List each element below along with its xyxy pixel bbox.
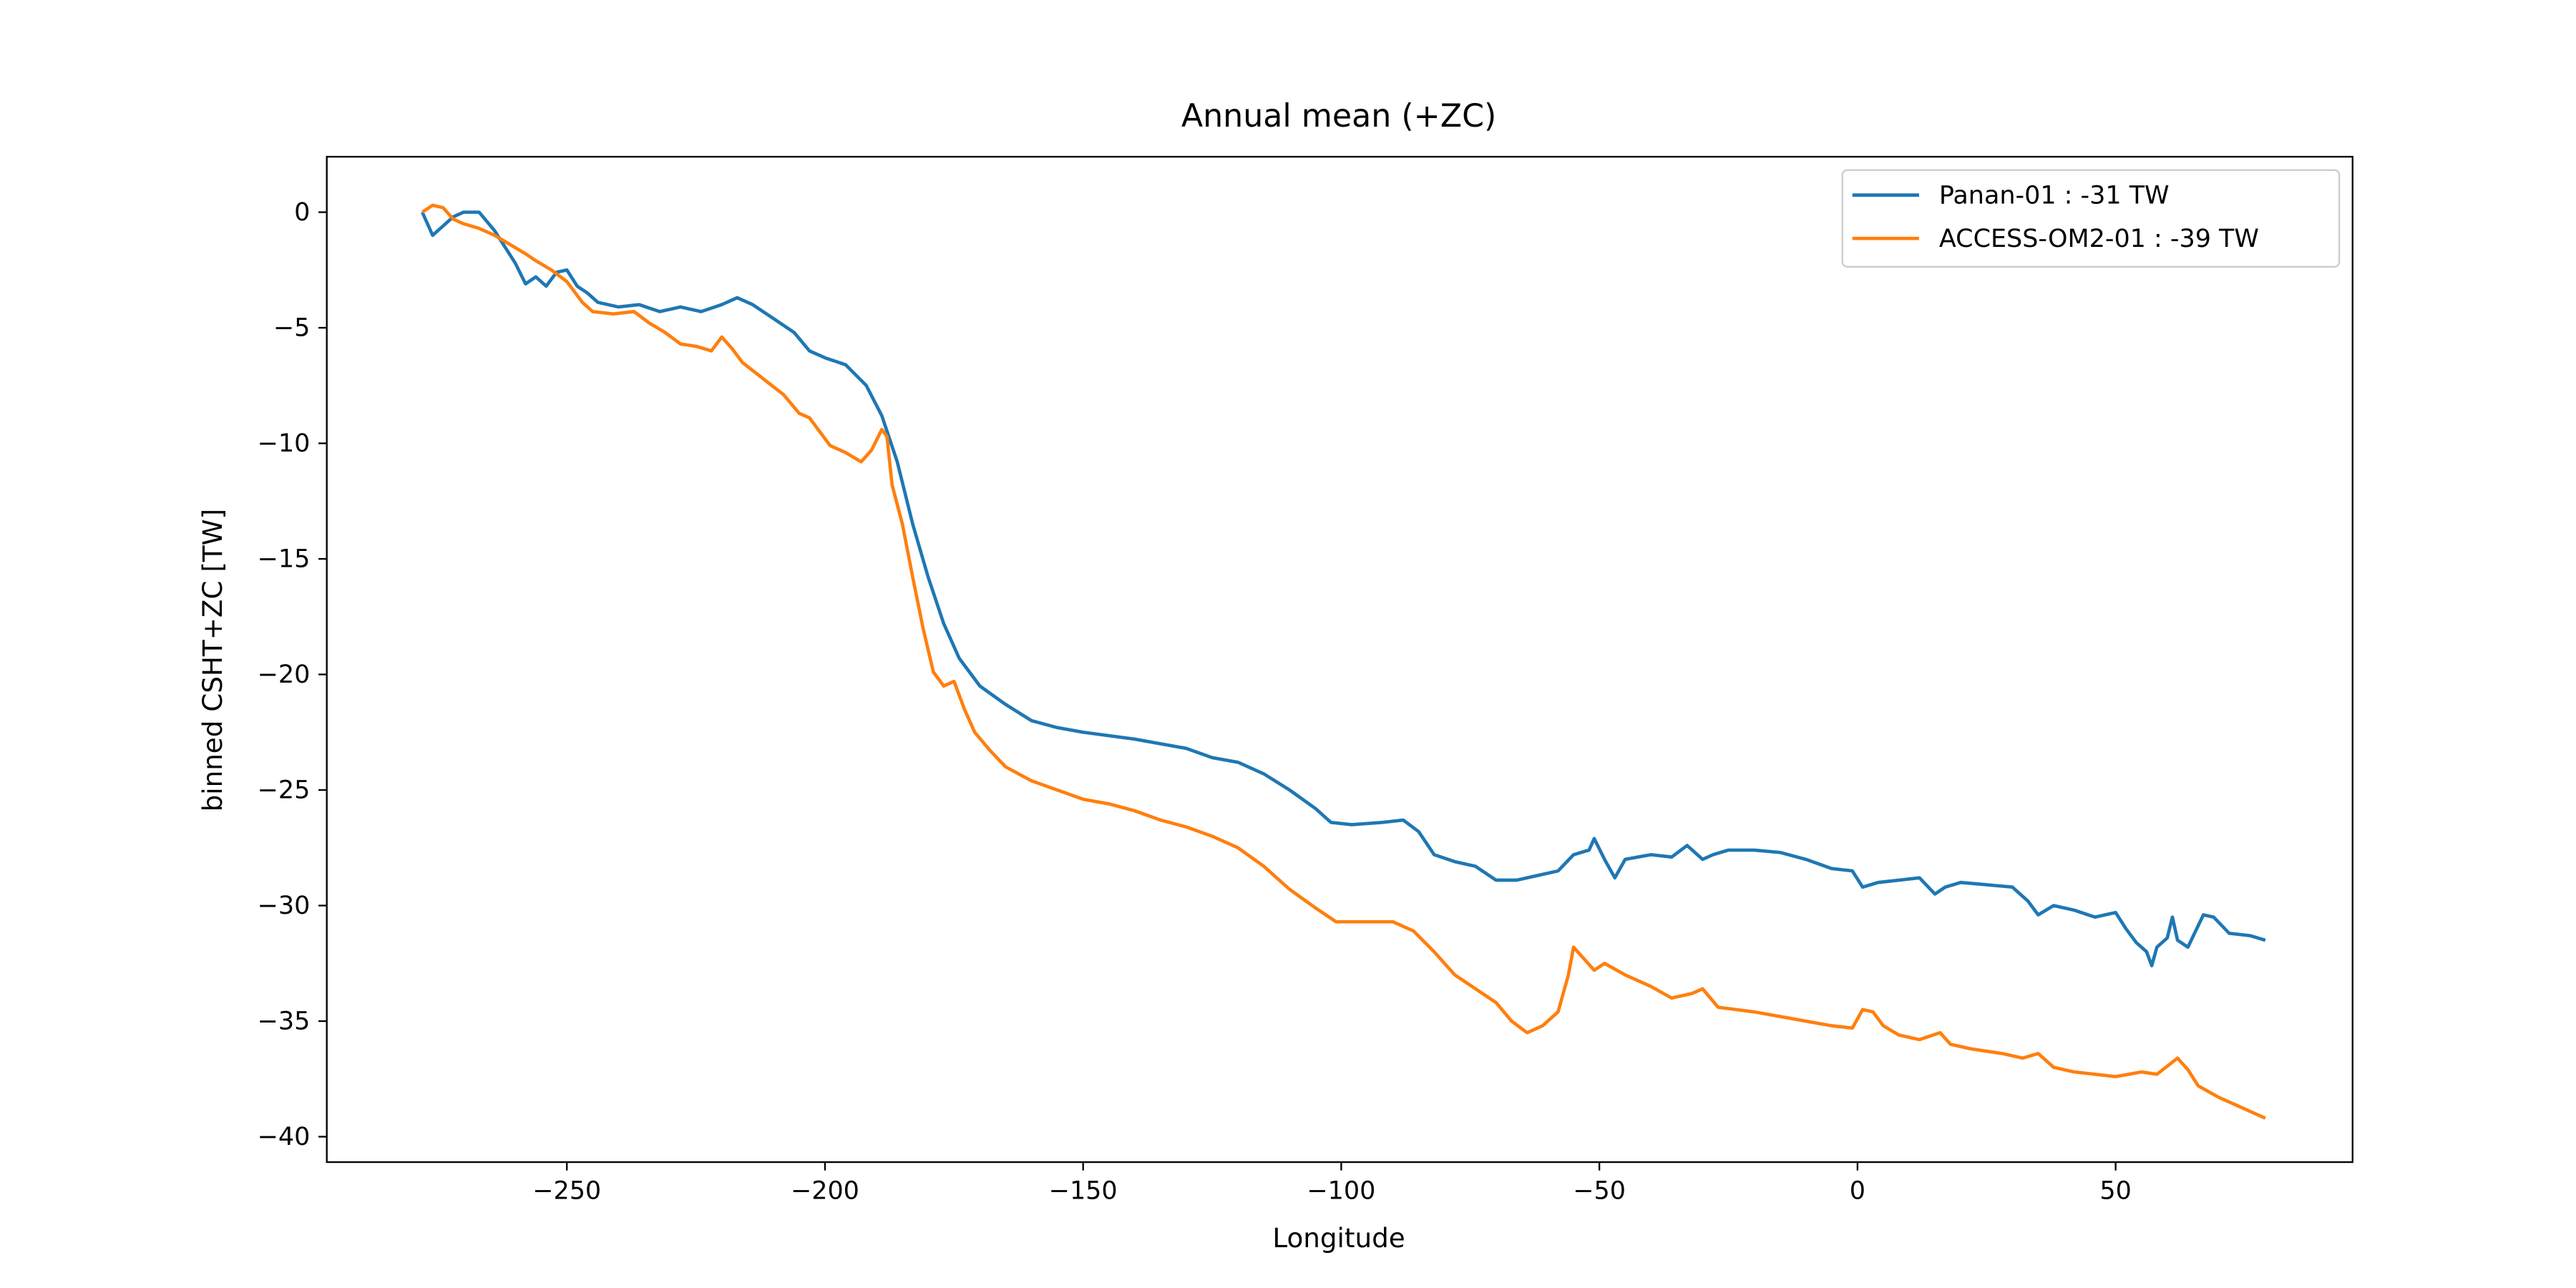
y-tick-label: −35 (258, 1008, 311, 1036)
legend-label: ACCESS-OM2-01 : -39 TW (1939, 225, 2259, 253)
x-tick-label: 50 (2099, 1176, 2131, 1205)
y-tick-label: 0 (294, 198, 310, 227)
x-tick-label: 0 (1850, 1176, 1865, 1205)
data-line (421, 203, 2266, 1120)
y-tick-label: −40 (258, 1123, 311, 1151)
x-axis-label: Longitude (1272, 1222, 1405, 1254)
x-tick-label: −50 (1573, 1176, 1626, 1205)
y-tick-label: −15 (258, 545, 311, 574)
x-tick-label: −150 (1049, 1176, 1118, 1205)
data-line (421, 210, 2266, 967)
x-tick-label: −100 (1307, 1176, 1375, 1205)
legend: Panan-01 : -31 TW ACCESS-OM2-01 : -39 TW (1841, 169, 2341, 268)
y-tick-label: −30 (258, 892, 311, 920)
y-tick-label: −25 (258, 776, 311, 805)
y-axis-label: binned CSHT+ZC [TW] (197, 509, 228, 811)
y-tick-label: −20 (258, 660, 311, 689)
plot-frame (326, 155, 2353, 1163)
y-tick-label: −10 (258, 429, 311, 458)
y-tick-label: −5 (273, 314, 311, 343)
chart-title: Annual mean (+ZC) (1181, 98, 1496, 135)
x-tick-label: −200 (791, 1176, 859, 1205)
x-tick-label: −250 (532, 1176, 601, 1205)
legend-label: Panan-01 : -31 TW (1939, 181, 2170, 210)
legend-box (1841, 169, 2341, 268)
